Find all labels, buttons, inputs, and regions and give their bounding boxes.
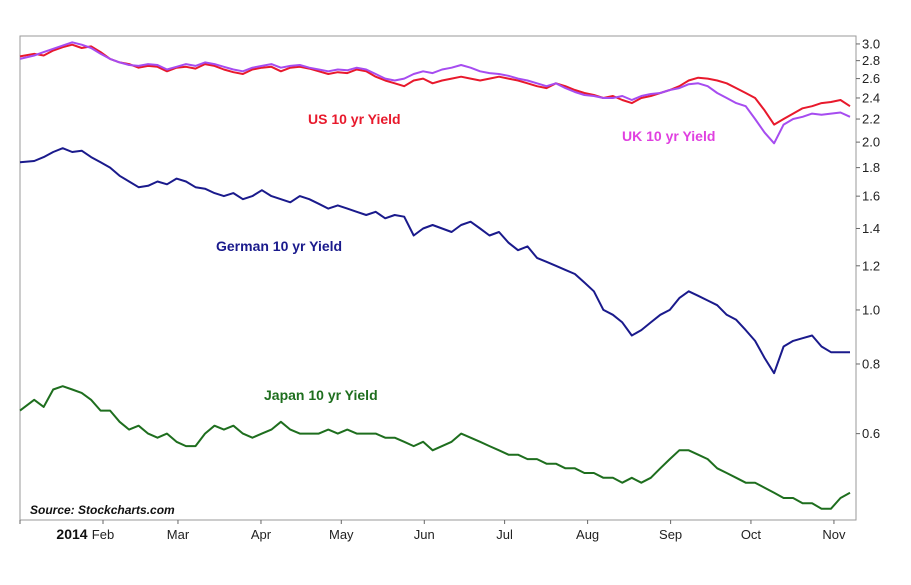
japan-yield-line <box>19 385 851 510</box>
x-month-label: Apr <box>251 527 272 542</box>
y-tick-label: 2.6 <box>862 71 880 86</box>
x-month-label: Oct <box>741 527 762 542</box>
x-month-label: Feb <box>92 527 114 542</box>
y-tick-label: 3.0 <box>862 36 880 51</box>
german-yield-line <box>19 147 850 375</box>
japan-yield-label: Japan 10 yr Yield <box>264 387 378 403</box>
y-tick-label: 1.0 <box>862 302 880 317</box>
y-tick-label: 1.6 <box>862 189 880 204</box>
x-axis: 2014 Feb Mar Apr May Jun Jul Aug Sep Oct Nov <box>19 520 846 542</box>
y-tick-label: 2.2 <box>862 112 880 127</box>
plot-frame <box>19 35 857 521</box>
y-tick-label: 1.2 <box>862 258 880 273</box>
uk-yield-line <box>19 41 851 145</box>
us-yield-line <box>19 43 851 126</box>
x-year-label: 2014 <box>56 526 87 542</box>
y-tick-label: 2.0 <box>862 135 880 150</box>
x-month-label: Jun <box>414 527 435 542</box>
y-tick-label: 1.4 <box>862 221 880 236</box>
y-tick-label: 1.8 <box>862 160 880 175</box>
y-axis: 0.6 0.8 1.0 1.2 1.4 1.6 1.8 2.0 2.2 2.4 2.6 2.8 3.0 <box>856 36 880 441</box>
uk-yield-label: UK 10 yr Yield <box>622 128 715 144</box>
source-note: Source: Stockcharts.com <box>30 503 175 517</box>
x-month-label: Jul <box>496 527 513 542</box>
series-labels: US 10 yr Yield UK 10 yr Yield German 10 yr… <box>216 111 715 403</box>
x-month-label: Aug <box>576 527 599 542</box>
x-month-label: Sep <box>659 527 682 542</box>
y-tick-label: 0.6 <box>862 426 880 441</box>
german-yield-label: German 10 yr Yield <box>216 238 342 254</box>
us-yield-label: US 10 yr Yield <box>308 111 401 127</box>
x-month-label: Nov <box>822 527 846 542</box>
y-tick-label: 2.4 <box>862 90 880 105</box>
x-month-label: May <box>329 527 354 542</box>
y-tick-label: 0.8 <box>862 356 880 371</box>
y-tick-label: 2.8 <box>862 53 880 68</box>
series-layer <box>19 41 851 510</box>
x-month-label: Mar <box>167 527 190 542</box>
